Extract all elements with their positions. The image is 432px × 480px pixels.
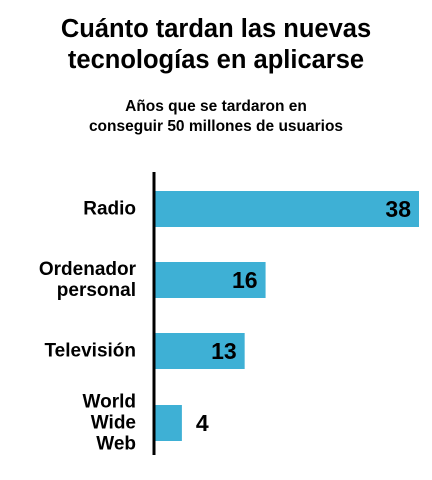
bar-2 — [154, 333, 245, 369]
category-label-3-line-0: World — [83, 392, 136, 413]
category-label-0: Radio — [83, 199, 136, 220]
chart-subtitle-line-2: conseguir 50 millones de usuarios — [88, 118, 344, 135]
value-label-3: 4 — [196, 410, 209, 436]
category-label-2: Televisión — [44, 341, 136, 362]
category-label-0-line-0: Radio — [83, 199, 136, 220]
category-label-3: World Wide Web — [83, 392, 136, 455]
bar-0 — [154, 191, 419, 227]
value-label-0: 38 — [385, 196, 411, 222]
category-label-1-line-1: personal — [57, 280, 136, 301]
bar-1 — [154, 262, 266, 298]
chart-title-line-1: Cuánto tardan las nuevas — [60, 15, 372, 43]
chart-title-line-2: tecnologías en aplicarse — [67, 46, 365, 74]
chart-subtitle: Años que se tardaron en conseguir 50 mil… — [0, 97, 432, 137]
category-label-1: Ordenador personal — [39, 259, 137, 301]
chart-subtitle-line-1: Años que se tardaron en — [125, 98, 307, 115]
category-label-1-line-0: Ordenador — [39, 259, 137, 280]
category-label-2-line-0: Televisión — [44, 341, 136, 362]
category-label-3-line-1: Wide — [91, 413, 136, 434]
bar-3 — [154, 405, 182, 441]
category-label-3-line-2: Web — [96, 434, 136, 455]
chart-title: Cuánto tardan las nuevas tecnologías en … — [0, 14, 432, 76]
value-label-1: 16 — [232, 267, 258, 293]
value-label-2: 13 — [211, 338, 237, 364]
